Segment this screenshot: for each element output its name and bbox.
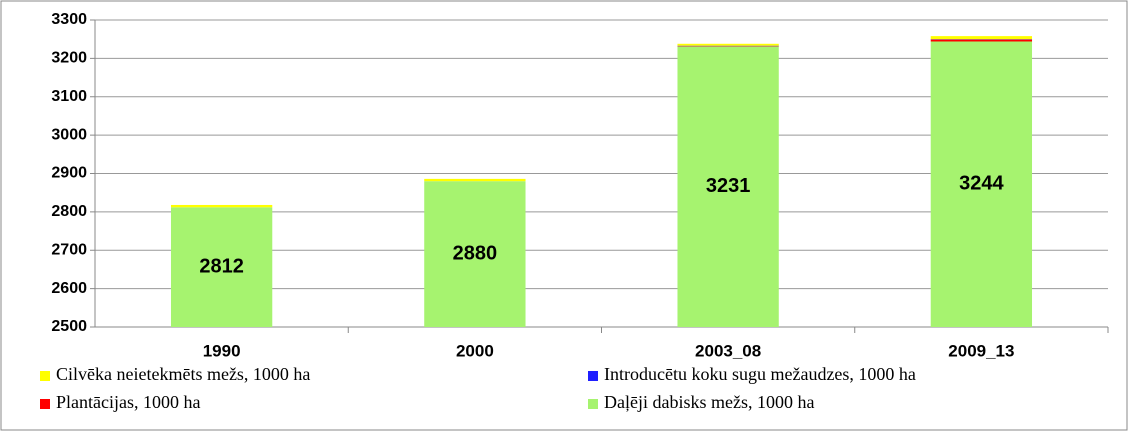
legend-swatch [40, 371, 50, 381]
y-tick-label: 2700 [51, 241, 87, 258]
y-tick-label: 3100 [51, 88, 87, 105]
y-tick-label: 2800 [51, 203, 87, 220]
legend-label: Cilvēka neietekmēts mežs, 1000 ha [56, 364, 310, 384]
x-tick-label: 2003_08 [695, 341, 761, 360]
x-tick-label: 2009_13 [948, 341, 1014, 360]
data-label: 3231 [706, 175, 751, 197]
bar-segment [930, 39, 1033, 42]
bar-segment [677, 46, 779, 327]
y-tick-label: 2900 [51, 165, 87, 182]
bar-segment [930, 41, 1033, 328]
y-tick-label: 3200 [51, 50, 87, 67]
data-label: 3244 [959, 173, 1004, 195]
legend-label: Plantācijas, 1000 ha [56, 392, 200, 412]
bar-segment [170, 204, 273, 208]
bar-segment [930, 36, 1033, 40]
y-tick-label: 3000 [51, 126, 87, 143]
y-tick-label: 2600 [51, 280, 87, 297]
x-tick-label: 1990 [203, 341, 241, 360]
legend-swatch [588, 399, 598, 409]
legend-swatch [40, 399, 50, 409]
y-tick-label: 2500 [51, 318, 87, 335]
x-tick-label: 2000 [456, 341, 494, 360]
legend-swatch [588, 371, 598, 381]
bar-segment [170, 207, 273, 327]
legend-label: Introducētu koku sugu mežaudzes, 1000 ha [604, 364, 916, 384]
bar-segment [424, 178, 526, 182]
data-label: 2812 [199, 255, 244, 277]
data-label: 2880 [453, 242, 498, 264]
bar-segment [677, 43, 779, 46]
legend-label: Daļēji dabisks mežs, 1000 ha [604, 392, 814, 412]
y-tick-label: 3300 [51, 11, 87, 28]
bar-segment [424, 181, 526, 327]
